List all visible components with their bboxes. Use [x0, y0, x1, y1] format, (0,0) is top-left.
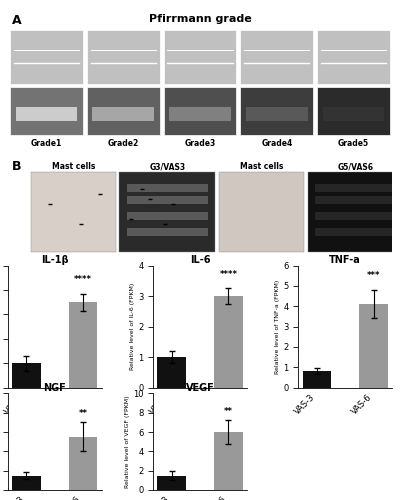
Bar — [69, 302, 98, 388]
FancyBboxPatch shape — [315, 228, 396, 236]
Bar — [158, 476, 186, 490]
Text: **: ** — [224, 406, 233, 416]
FancyBboxPatch shape — [87, 87, 160, 136]
FancyBboxPatch shape — [315, 212, 396, 220]
Text: ****: **** — [74, 275, 92, 284]
Y-axis label: Relative level of VEGF (FPKM): Relative level of VEGF (FPKM) — [125, 396, 130, 488]
Text: Mast cells: Mast cells — [240, 162, 283, 171]
FancyBboxPatch shape — [127, 212, 208, 220]
FancyBboxPatch shape — [16, 107, 77, 121]
Text: Grade4: Grade4 — [261, 140, 292, 148]
FancyBboxPatch shape — [317, 87, 390, 136]
Text: A: A — [12, 14, 22, 28]
Title: TNF-a: TNF-a — [329, 255, 361, 265]
Title: VEGF: VEGF — [186, 382, 214, 392]
FancyBboxPatch shape — [10, 30, 83, 84]
Bar — [12, 363, 41, 388]
FancyBboxPatch shape — [315, 196, 396, 204]
FancyBboxPatch shape — [164, 87, 236, 136]
FancyBboxPatch shape — [246, 107, 308, 121]
Text: Grade1: Grade1 — [31, 140, 62, 148]
FancyBboxPatch shape — [323, 107, 384, 121]
FancyBboxPatch shape — [164, 30, 236, 84]
Y-axis label: Relative level of TNF-a (FPKM): Relative level of TNF-a (FPKM) — [276, 280, 280, 374]
FancyBboxPatch shape — [10, 87, 83, 136]
Text: Grade3: Grade3 — [184, 140, 216, 148]
Text: **: ** — [79, 408, 88, 418]
FancyBboxPatch shape — [31, 172, 116, 252]
Text: Grade5: Grade5 — [338, 140, 369, 148]
Text: G3/VAS3: G3/VAS3 — [149, 162, 186, 171]
Bar — [12, 476, 41, 490]
FancyBboxPatch shape — [240, 30, 313, 84]
FancyBboxPatch shape — [317, 30, 390, 84]
Text: B: B — [12, 160, 21, 173]
Text: G5/VAS6: G5/VAS6 — [338, 162, 374, 171]
Text: Mast cells: Mast cells — [52, 162, 95, 171]
Y-axis label: Relative level of IL-6 (FPKM): Relative level of IL-6 (FPKM) — [130, 283, 135, 370]
FancyBboxPatch shape — [92, 107, 154, 121]
FancyBboxPatch shape — [219, 172, 304, 252]
Bar — [69, 437, 98, 490]
Text: Pfirrmann grade: Pfirrmann grade — [149, 14, 251, 24]
Bar — [214, 432, 242, 490]
Text: Grade2: Grade2 — [108, 140, 139, 148]
FancyBboxPatch shape — [127, 228, 208, 236]
Title: IL-6: IL-6 — [190, 255, 210, 265]
Title: IL-1β: IL-1β — [41, 255, 69, 265]
FancyBboxPatch shape — [127, 196, 208, 204]
Bar — [302, 372, 331, 388]
Title: NGF: NGF — [44, 382, 66, 392]
FancyBboxPatch shape — [240, 87, 313, 136]
Bar — [359, 304, 388, 388]
Bar — [214, 296, 242, 388]
Text: ***: *** — [367, 271, 380, 280]
FancyBboxPatch shape — [87, 30, 160, 84]
FancyBboxPatch shape — [127, 184, 208, 192]
FancyBboxPatch shape — [169, 107, 231, 121]
FancyBboxPatch shape — [119, 172, 215, 252]
FancyBboxPatch shape — [315, 184, 396, 192]
FancyBboxPatch shape — [308, 172, 400, 252]
Bar — [158, 357, 186, 388]
Text: ****: **** — [219, 270, 237, 278]
